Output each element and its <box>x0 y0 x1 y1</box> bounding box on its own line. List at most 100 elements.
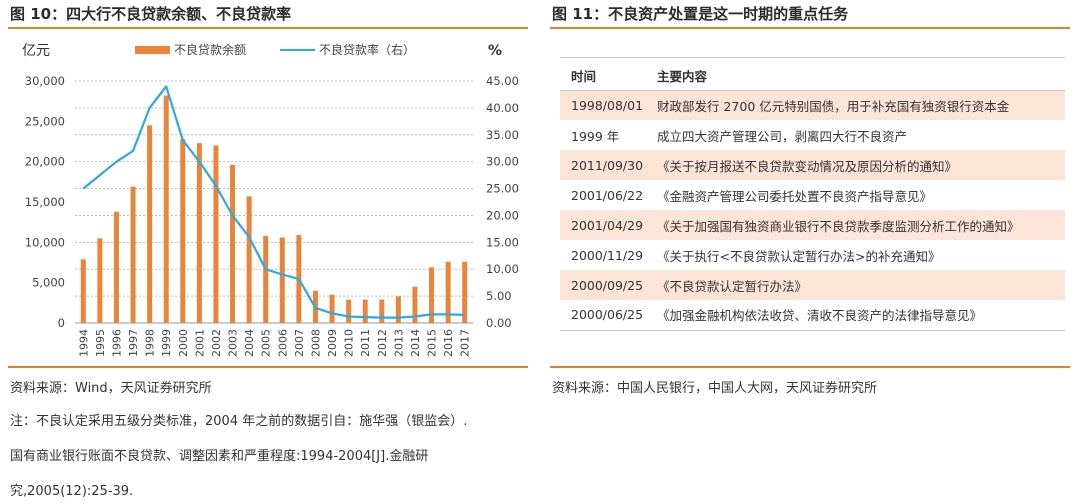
figure-10-note-line-3: 究,2005(12):25-39. <box>10 484 134 499</box>
bar-2010 <box>346 299 352 323</box>
table-row: 1998/08/01 财政部发行 2700 亿元特别国债，用于补充国有独资银行资本… <box>560 90 1065 120</box>
right-axis-tick-label: 15.00 <box>486 235 519 249</box>
row-content: 《加强金融机构依法收贷、清收不良资产的法律指导意见》 <box>646 300 1065 331</box>
figure-10-source: 资料来源：Wind，天风证券研究所 <box>10 381 212 396</box>
bar-1999 <box>163 95 169 323</box>
bar-2005 <box>263 235 269 323</box>
bar-2002 <box>213 145 219 323</box>
bar-2016 <box>445 261 451 323</box>
x-axis-tick-label: 2014 <box>409 329 422 357</box>
table-row: 2001/04/29 《关于加强国有独资商业银行不良贷款季度监测分析工作的通知》 <box>560 210 1065 240</box>
x-axis-tick-label: 2017 <box>459 329 472 357</box>
table-top-rule <box>560 57 1065 58</box>
bar-1995 <box>97 238 103 323</box>
npl-chart: 0.00 5.00 10.00 15.00 20.00 25.00 30.00 35.00 40… <box>22 42 519 357</box>
row-content: 《关于执行<不良贷款认定暂行办法>的补充通知》 <box>657 248 941 264</box>
left-axis-tick-label: 15,000 <box>25 195 65 209</box>
left-axis-tick-label: 20,000 <box>25 155 65 169</box>
table-row: 2000/11/29 《关于执行<不良贷款认定暂行办法>的补充通知》 <box>560 240 1065 270</box>
figure-10-title: 图 10：四大行不良贷款余额、不良贷款率 <box>8 0 528 29</box>
bar-2006 <box>279 237 285 323</box>
x-axis-tick-label: 2011 <box>359 329 372 357</box>
right-axis-unit: % <box>488 43 502 59</box>
bar-2009 <box>329 294 335 323</box>
right-axis-tick-label: 10.00 <box>486 262 519 276</box>
table-row: 2001/06/22 《金融资产管理公司委托处置不良资产指导意见》 <box>560 180 1065 210</box>
right-axis-tick-label: 0.00 <box>486 316 512 330</box>
bar-2001 <box>196 143 202 323</box>
legend-line-label: 不良贷款率（右） <box>319 42 415 57</box>
bar-2000 <box>180 139 186 323</box>
bar-2011 <box>362 299 368 323</box>
figure-11-title: 图 11：不良资产处置是这一时期的重点任务 <box>550 0 1070 29</box>
x-axis-tick-label: 2016 <box>442 329 455 357</box>
table-row: 2000/09/25 《不良贷款认定暂行办法》 <box>560 270 1065 300</box>
left-axis-tick-label: 0 <box>58 316 65 330</box>
x-axis-tick-label: 2005 <box>260 329 273 357</box>
x-axis-tick-label: 2004 <box>243 329 256 357</box>
right-axis-tick-label: 5.00 <box>486 289 512 303</box>
x-axis-tick-label: 2009 <box>326 329 339 357</box>
legend-bar-swatch <box>135 46 170 54</box>
left-axis-tick-label: 5,000 <box>32 276 65 290</box>
row-time: 2000/09/25 <box>560 270 646 300</box>
figure-10-note-line-1: 注：不良认定采用五级分类标准，2004 年之前的数据引自：施华强（银监会）. <box>10 414 468 429</box>
npl-ratio-line <box>82 85 465 319</box>
bar-2003 <box>230 164 236 323</box>
row-time: 1999 年 <box>571 128 620 144</box>
row-time: 2000/11/29 <box>571 247 644 263</box>
bar-1997 <box>130 186 136 323</box>
bar-2014 <box>412 286 418 323</box>
legend-bar-label: 不良贷款余额 <box>174 42 246 57</box>
x-axis-tick-label: 2007 <box>293 329 306 357</box>
right-axis-tick-label: 35.00 <box>486 128 519 142</box>
bar-2012 <box>379 299 385 323</box>
source-divider <box>550 366 1070 368</box>
column-header-content: 主要内容 <box>646 62 1065 91</box>
row-time: 2001/06/22 <box>571 187 644 203</box>
bar-1998 <box>147 125 153 323</box>
table-row: 1999 年 成立四大资产管理公司，剥离四大行不良资产 <box>560 120 1065 150</box>
x-axis-tick-label: 2012 <box>376 329 389 357</box>
bar-2004 <box>246 196 252 323</box>
row-time: 2001/04/29 <box>560 210 646 240</box>
table-row: 2000/06/25 《加强金融机构依法收贷、清收不良资产的法律指导意见》 <box>560 300 1065 331</box>
x-axis-tick-label: 1996 <box>110 329 123 357</box>
x-axis-tick-label: 2003 <box>227 329 240 357</box>
bar-1994 <box>80 259 86 323</box>
x-axis-tick-label: 2015 <box>426 329 439 357</box>
left-axis-tick-label: 10,000 <box>25 235 65 249</box>
right-axis-tick-label: 25.00 <box>486 182 519 196</box>
right-axis-tick-label: 45.00 <box>486 74 519 88</box>
left-axis-unit: 亿元 <box>22 43 50 59</box>
bar-2013 <box>395 296 401 323</box>
figure-10-note-line-2: 国有商业银行账面不良贷款、调整因素和严重程度:1994-2004[J].金融研 <box>10 449 429 464</box>
right-axis-tick-label: 30.00 <box>486 155 519 169</box>
x-axis-tick-label: 2013 <box>392 329 405 357</box>
row-time: 2000/06/25 <box>560 300 646 331</box>
row-time: 2011/09/30 <box>560 150 646 180</box>
x-axis-tick-label: 2002 <box>210 329 223 357</box>
x-axis-tick-label: 1997 <box>127 329 140 357</box>
row-content: 成立四大资产管理公司，剥离四大行不良资产 <box>657 128 908 144</box>
figure-11-source: 资料来源：中国人民银行，中国人大网，天风证券研究所 <box>552 381 878 396</box>
right-axis-tick-label: 40.00 <box>486 101 519 115</box>
bar-1996 <box>113 211 119 323</box>
row-content: 《关于加强国有独资商业银行不良贷款季度监测分析工作的通知》 <box>646 210 1065 240</box>
x-axis-tick-label: 2001 <box>193 329 206 357</box>
figure-10-panel: 图 10：四大行不良贷款余额、不良贷款率 0.00 5.00 10.00 15.00 2… <box>8 0 528 499</box>
x-axis-tick-label: 2008 <box>309 329 322 357</box>
row-content: 《关于按月报送不良贷款变动情况及原因分析的通知》 <box>646 150 1065 180</box>
table-row: 2011/09/30 《关于按月报送不良贷款变动情况及原因分析的通知》 <box>560 150 1065 180</box>
row-content: 财政部发行 2700 亿元特别国债，用于补充国有独资银行资本金 <box>646 90 1065 120</box>
figure-11-panel: 图 11：不良资产处置是这一时期的重点任务 时间 主要内容 1998/08/01… <box>550 0 1070 396</box>
table-header-row: 时间 主要内容 <box>560 62 1065 91</box>
x-axis-tick-label: 1999 <box>160 329 173 357</box>
right-axis-tick-label: 20.00 <box>486 208 519 222</box>
x-axis-tick-label: 2006 <box>276 329 289 357</box>
bar-2015 <box>429 267 435 323</box>
left-axis-tick-label: 30,000 <box>25 74 65 88</box>
bar-2017 <box>462 261 468 323</box>
column-header-time: 时间 <box>560 62 646 91</box>
x-axis-tick-label: 2010 <box>343 329 356 357</box>
